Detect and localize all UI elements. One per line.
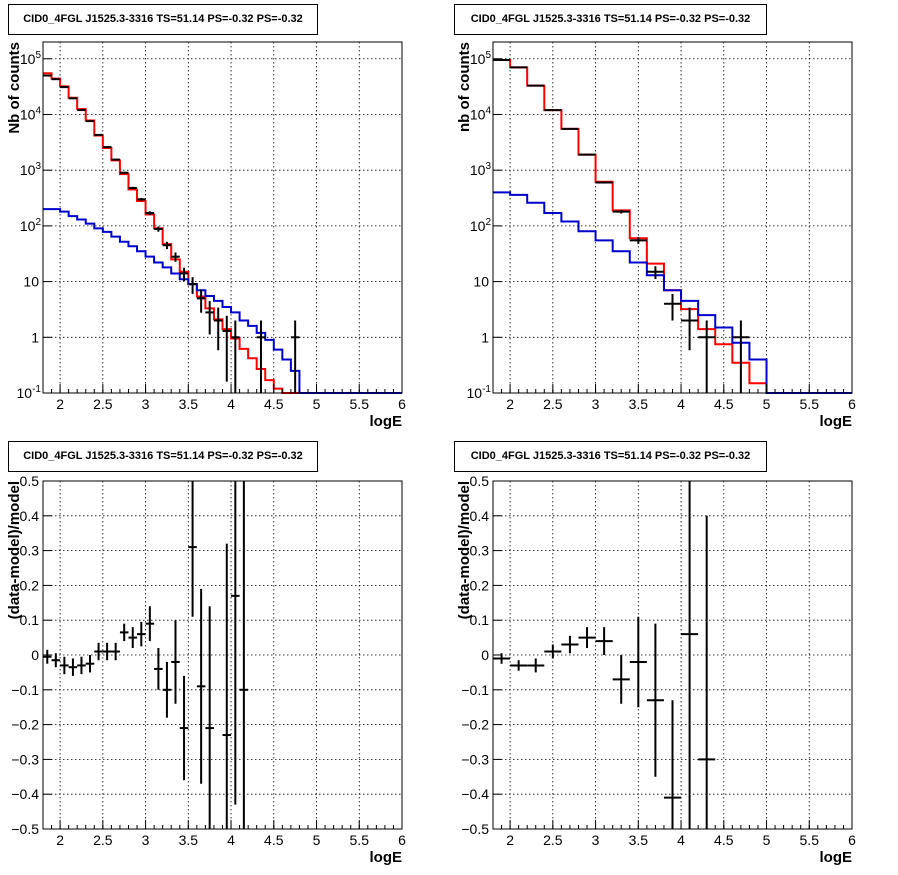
y-tick-label: −0.4: [461, 786, 489, 802]
x-tick-label: 3: [592, 396, 600, 412]
panel-title-top-right: CID0_4FGL J1525.3-3316 TS=51.14 PS=-0.32…: [454, 4, 767, 35]
y-tick-label: 1: [481, 329, 489, 345]
x-tick-label: 4.5: [714, 832, 734, 848]
panel-title-bottom-right: CID0_4FGL J1525.3-3316 TS=51.14 PS=-0.32…: [454, 441, 767, 472]
x-tick-label: 2: [56, 396, 64, 412]
y-tick-label: 0.5: [470, 473, 490, 489]
series-line-0: [43, 72, 402, 394]
y-axis-title: Nb of counts: [6, 42, 23, 134]
x-tick-label: 3: [142, 396, 150, 412]
y-tick-label: 102: [470, 217, 492, 234]
y-tick-label: −0.3: [11, 751, 39, 767]
y-tick-label: −0.1: [11, 682, 39, 698]
x-axis-title: logE: [820, 413, 853, 430]
y-tick-label: 0: [481, 647, 489, 663]
y-tick-label: 103: [20, 161, 42, 178]
y-tick-label: 0.1: [20, 612, 40, 628]
x-tick-label: 4: [677, 396, 685, 412]
y-tick-label: 0: [31, 647, 39, 663]
y-tick-label: 0.3: [470, 543, 490, 559]
x-tick-label: 5: [763, 396, 771, 412]
x-tick-label: 4: [227, 832, 235, 848]
panel-title-top-left: CID0_4FGL J1525.3-3316 TS=51.14 PS=-0.32…: [8, 4, 318, 35]
y-tick-label: 0.3: [20, 543, 40, 559]
plot-frame: [42, 41, 403, 394]
x-tick-label: 3.5: [179, 832, 199, 848]
x-axis-title: logE: [370, 413, 403, 430]
y-axis-title: (data-model)/model: [6, 481, 23, 619]
panel-title-bottom-left: CID0_4FGL J1525.3-3316 TS=51.14 PS=-0.32…: [8, 441, 318, 472]
chart-panel-2: 2 2.5 3 3.5 4 4.5 5 5.5 6 −0.5 −0.4 −0.3 −0.2 −0.1 0 0.…: [6, 473, 406, 866]
x-tick-label: 2: [506, 396, 514, 412]
x-tick-label: 5.5: [800, 396, 820, 412]
chart-panel-0: 2 2.5 3 3.5 4 4.5 5 5.5 6 10-1 1 10 102 103 104 105 logE…: [6, 41, 406, 430]
x-tick-label: 6: [848, 832, 856, 848]
x-tick-label: 4.5: [264, 832, 284, 848]
x-tick-label: 5: [313, 396, 321, 412]
plot-frame: [492, 41, 853, 394]
x-tick-label: 5: [763, 832, 771, 848]
x-axis-title: logE: [370, 849, 403, 866]
y-tick-label: 0.4: [470, 508, 490, 524]
series-line-1: [43, 208, 402, 394]
y-tick-label: 0.2: [20, 577, 40, 593]
y-tick-label: 0.4: [20, 508, 40, 524]
y-tick-label: 102: [20, 217, 42, 234]
y-tick-label: 0.5: [20, 473, 40, 489]
x-tick-label: 2.5: [93, 396, 113, 412]
y-tick-label: −0.4: [11, 786, 39, 802]
y-tick-label: 10-1: [467, 384, 492, 401]
y-axis-title: (data-model)/model: [456, 481, 473, 619]
x-tick-label: 2.5: [93, 832, 113, 848]
x-tick-label: 3.5: [629, 396, 649, 412]
x-tick-label: 5.5: [800, 832, 820, 848]
x-tick-label: 6: [398, 396, 406, 412]
x-tick-label: 6: [398, 832, 406, 848]
chart-panel-1: 2 2.5 3 3.5 4 4.5 5 5.5 6 10-1 1 10 102 103 104 105 logE…: [456, 41, 856, 430]
y-axis-title: nb of counts: [456, 42, 473, 132]
series-line-1: [493, 191, 852, 394]
x-tick-label: 2: [506, 832, 514, 848]
x-tick-label: 5.5: [350, 832, 370, 848]
x-tick-label: 4: [677, 832, 685, 848]
y-tick-label: 104: [470, 105, 492, 122]
x-tick-label: 2.5: [543, 832, 563, 848]
x-tick-label: 5: [313, 832, 321, 848]
x-tick-label: 4: [227, 396, 235, 412]
x-tick-label: 5.5: [350, 396, 370, 412]
x-tick-label: 2: [56, 832, 64, 848]
x-tick-label: 3: [142, 832, 150, 848]
y-tick-label: −0.5: [461, 821, 489, 837]
y-tick-label: −0.5: [11, 821, 39, 837]
x-axis-title: logE: [820, 849, 853, 866]
y-tick-label: 0.1: [470, 612, 490, 628]
x-tick-label: 2.5: [543, 396, 563, 412]
y-tick-label: −0.2: [11, 717, 39, 733]
y-tick-label: 10: [23, 274, 39, 290]
x-tick-label: 4.5: [264, 396, 284, 412]
y-tick-label: −0.3: [461, 751, 489, 767]
x-tick-label: 4.5: [714, 396, 734, 412]
y-tick-label: 0.2: [470, 577, 490, 593]
y-tick-label: 103: [470, 161, 492, 178]
y-tick-label: 104: [20, 105, 42, 122]
y-tick-label: 10: [473, 274, 489, 290]
x-tick-label: 3.5: [629, 832, 649, 848]
y-tick-label: 10-1: [17, 384, 42, 401]
y-tick-label: 1: [31, 329, 39, 345]
y-tick-label: −0.1: [461, 682, 489, 698]
y-tick-label: −0.2: [461, 717, 489, 733]
x-tick-label: 3.5: [179, 396, 199, 412]
y-tick-label: 105: [20, 50, 42, 67]
x-tick-label: 3: [592, 832, 600, 848]
y-tick-label: 105: [470, 50, 492, 67]
x-tick-label: 6: [848, 396, 856, 412]
chart-panel-3: 2 2.5 3 3.5 4 4.5 5 5.5 6 −0.5 −0.4 −0.3 −0.2 −0.1 0 0.…: [456, 473, 856, 866]
